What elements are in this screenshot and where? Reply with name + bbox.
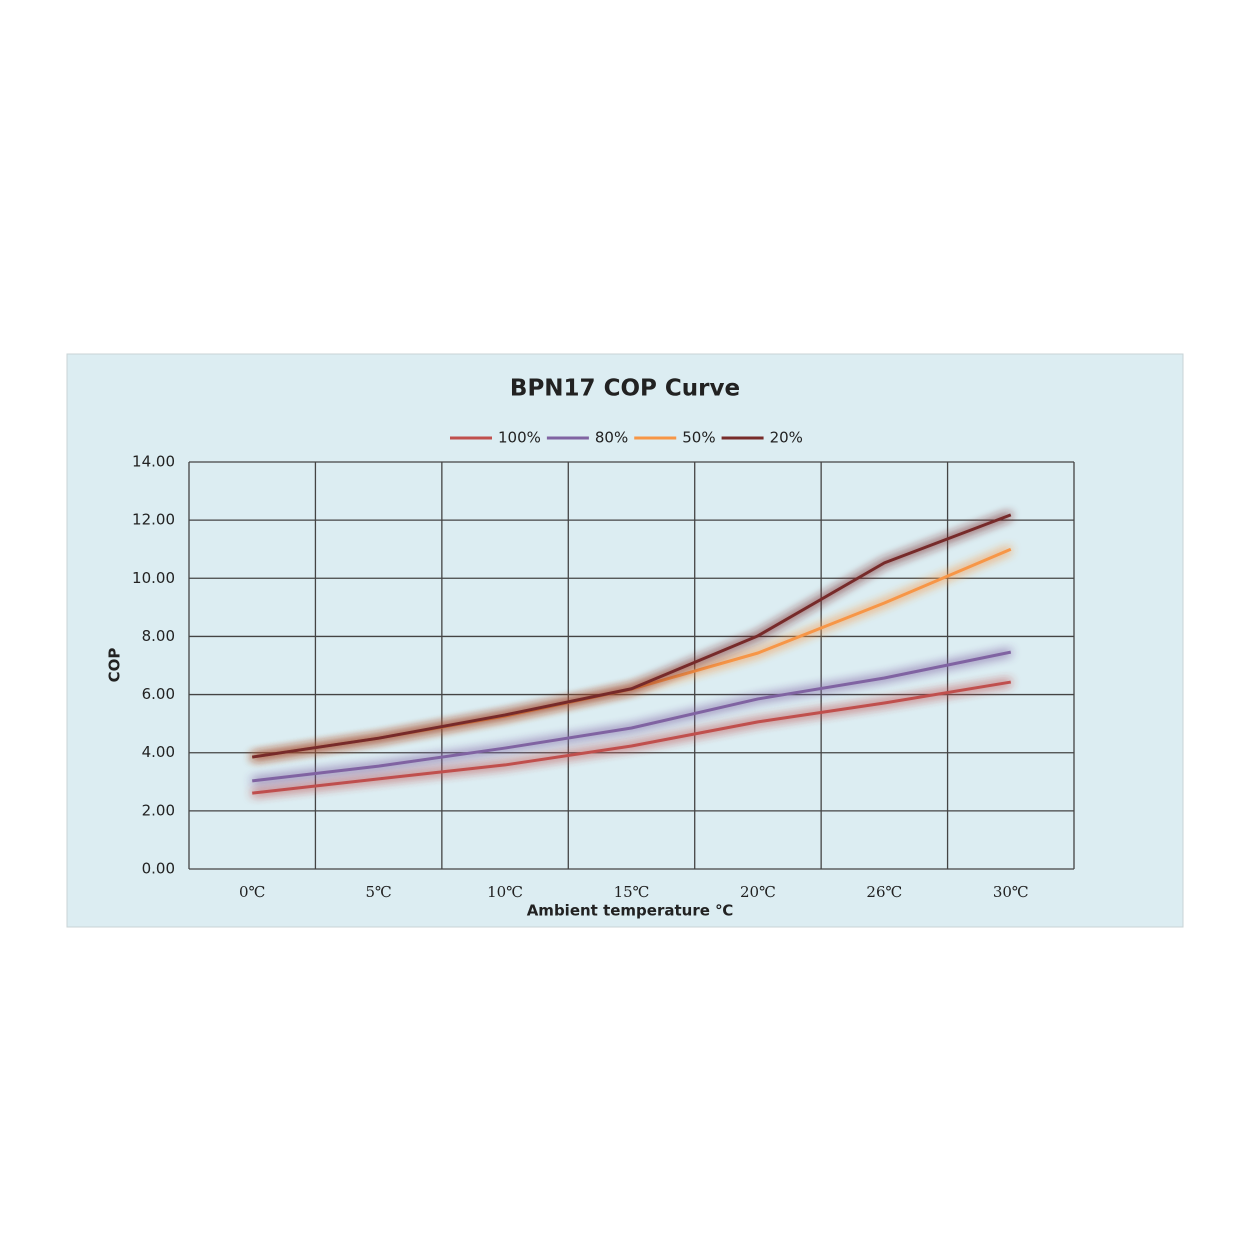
legend-label: 50% (682, 429, 715, 447)
legend-label: 80% (595, 429, 628, 447)
x-axis-title: Ambient temperature ℃ (527, 902, 734, 920)
series-line (252, 650, 1012, 783)
y-tick-label: 2.00 (142, 801, 175, 819)
x-tick-label: 20℃ (740, 883, 776, 901)
y-axis-title: COP (106, 648, 124, 683)
y-tick-label: 4.00 (142, 743, 175, 761)
x-tick-label: 30℃ (993, 883, 1029, 901)
chart-title: BPN17 COP Curve (510, 376, 740, 402)
series-line (251, 513, 1012, 759)
x-tick-label: 0℃ (239, 883, 265, 901)
y-tick-label: 0.00 (142, 860, 175, 878)
y-tick-label: 14.00 (132, 453, 175, 471)
legend-label: 100% (498, 429, 541, 447)
series-line (252, 680, 1012, 795)
x-tick-label: 5℃ (365, 883, 391, 901)
y-tick-label: 12.00 (132, 511, 175, 529)
legend-label: 20% (770, 429, 803, 447)
y-tick-label: 6.00 (142, 685, 175, 703)
y-tick-label: 10.00 (132, 569, 175, 587)
chart-background (66, 353, 1184, 928)
x-tick-label: 10℃ (487, 883, 523, 901)
x-tick-label: 26℃ (866, 883, 902, 901)
x-tick-label: 15℃ (614, 883, 650, 901)
y-tick-label: 8.00 (142, 627, 175, 645)
